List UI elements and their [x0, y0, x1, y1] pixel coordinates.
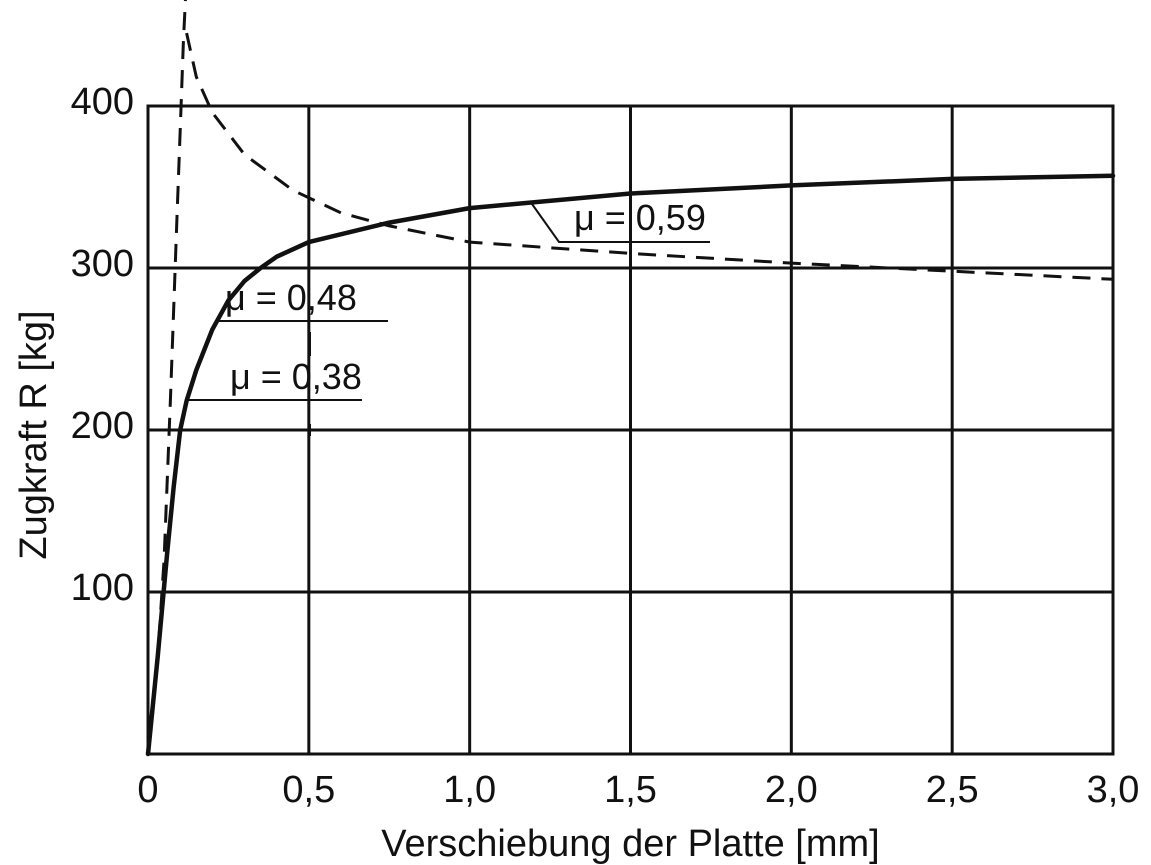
series-layer: [145, 0, 1116, 757]
plot-frame: [146, 104, 1115, 756]
x-tick-label: 3,0: [1087, 769, 1140, 811]
x-tick-label: 0,5: [282, 769, 335, 811]
x-tick-label: 1,5: [604, 769, 657, 811]
mu-annotation: μ = 0,38: [230, 356, 362, 397]
y-tick-labels: 100 200 300 400: [71, 81, 134, 609]
annotation-leaders: [187, 203, 710, 436]
y-tick-label: 300: [71, 243, 134, 285]
x-tick-label: 1,0: [443, 769, 496, 811]
y-tick-label: 200: [71, 405, 134, 447]
grid: [148, 106, 1113, 754]
x-tick-label: 0: [137, 769, 158, 811]
x-tick-label: 2,5: [926, 769, 979, 811]
annotation-leader: [531, 203, 710, 243]
y-tick-label: 400: [71, 81, 134, 123]
mu-annotation: μ = 0,59: [574, 197, 706, 238]
annotations: μ = 0,59 μ = 0,48 μ = 0,38: [225, 197, 706, 397]
solid-curve-0: [145, 173, 1116, 757]
mu-annotation: μ = 0,48: [225, 277, 357, 318]
x-tick-label: 2,0: [765, 769, 818, 811]
x-tick-labels: 0 0,5 1,0 1,5 2,0 2,5 3,0: [137, 769, 1139, 811]
y-tick-label: 100: [71, 567, 134, 609]
y-axis-title: Zugkraft R [kg]: [13, 310, 55, 559]
x-axis-title: Verschiebung der Platte [mm]: [381, 823, 879, 865]
dashed-curve-1: [146, 0, 187, 755]
dashed-curve-2: [185, 32, 1114, 281]
